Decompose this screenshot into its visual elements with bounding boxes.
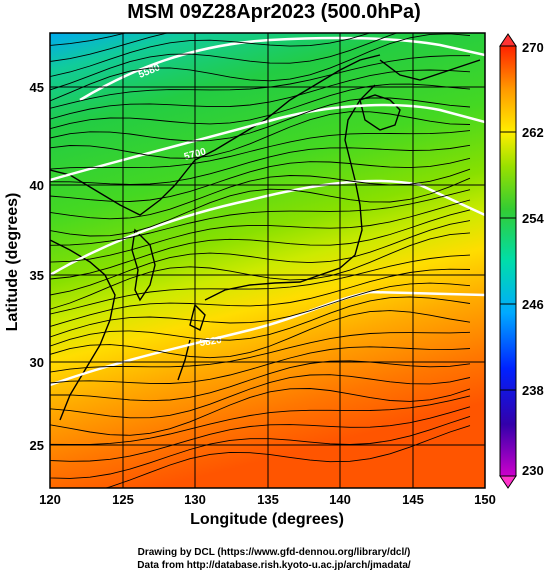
colorbar-tick-238: 238 <box>522 383 544 398</box>
streamline <box>50 296 471 351</box>
streamline <box>50 374 471 419</box>
streamline <box>50 310 471 364</box>
streamline <box>50 144 471 189</box>
streamline <box>50 331 471 378</box>
contour-label-3: 5820 <box>199 335 223 349</box>
x-tick-150: 150 <box>474 492 496 507</box>
height-contours <box>50 36 485 387</box>
x-tick-140: 140 <box>329 492 351 507</box>
streamline <box>50 282 471 338</box>
x-axis-label: Longitude (degrees) <box>190 511 344 528</box>
streamline <box>50 346 471 391</box>
streamline <box>50 415 471 479</box>
streamline <box>50 97 471 148</box>
streamline <box>50 209 471 280</box>
x-tick-120: 120 <box>39 492 61 507</box>
streamline <box>50 220 471 296</box>
streamline <box>50 189 471 246</box>
streamline <box>50 388 471 436</box>
map-title: MSM 09Z28Apr2023 (500.0hPa) <box>127 1 421 23</box>
y-tick-25: 25 <box>29 438 44 453</box>
streamline <box>50 33 170 62</box>
streamline <box>50 83 471 135</box>
x-tick-135: 135 <box>257 492 279 507</box>
y-axis-label: Latitude (degrees) <box>4 192 21 332</box>
streamline <box>50 360 471 405</box>
coastlines <box>50 54 481 421</box>
colorbar <box>499 33 517 489</box>
colorbar-tick-246: 246 <box>522 297 544 312</box>
colorbar-tick-230: 230 <box>522 463 544 478</box>
streamline <box>50 33 128 46</box>
streamline <box>50 55 470 109</box>
streamline <box>50 199 471 263</box>
plot-frame <box>49 32 486 489</box>
wind-streamlines <box>50 33 471 488</box>
y-tick-40: 40 <box>29 178 44 193</box>
streamline <box>50 33 471 102</box>
streamline <box>50 254 471 315</box>
x-tick-130: 130 <box>184 492 206 507</box>
colorbar-tick-254: 254 <box>522 211 544 226</box>
y-tick-45: 45 <box>29 80 44 95</box>
x-tick-145: 145 <box>402 492 424 507</box>
streamline <box>50 33 372 78</box>
y-tick-30: 30 <box>29 355 44 370</box>
streamline <box>50 69 471 121</box>
streamline <box>50 157 471 202</box>
streamline <box>50 177 471 237</box>
credit-data: Data from http://database.rish.kyoto-u.a… <box>137 560 411 571</box>
colorbar-tick-262: 262 <box>522 125 544 140</box>
streamline <box>50 395 471 445</box>
streamline <box>50 111 471 162</box>
credit-drawing: Drawing by DCL (https://www.gfd-dennou.o… <box>137 547 411 558</box>
graticule <box>50 33 485 488</box>
x-tick-125: 125 <box>112 492 134 507</box>
streamline <box>50 130 471 175</box>
streamline <box>50 425 471 488</box>
streamline <box>50 406 471 462</box>
colorbar-tick-270: 270 <box>522 40 544 55</box>
y-tick-35: 35 <box>29 268 44 283</box>
